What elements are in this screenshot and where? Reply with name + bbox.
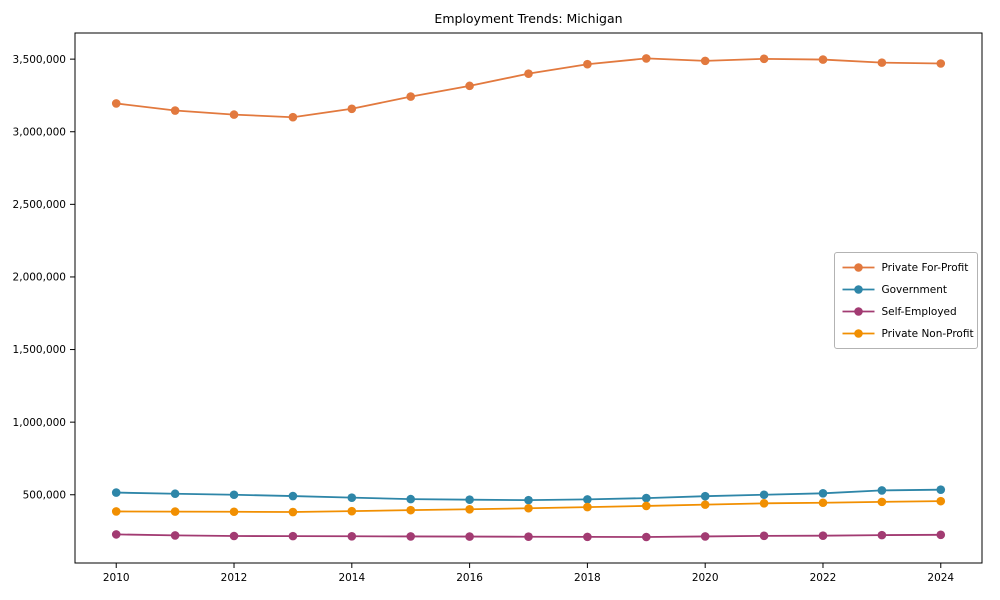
legend-label: Private Non-Profit	[882, 328, 974, 340]
legend-marker-self-employed	[854, 307, 863, 316]
data-point-self-employed-2012	[229, 531, 239, 541]
x-axis-tick-label: 2022	[810, 572, 837, 584]
data-point-self-employed-2019	[641, 532, 651, 542]
legend: Private For-Profit Government Self-Employe…	[834, 252, 978, 349]
legend-item-private-for-profit: Private For-Profit	[842, 262, 969, 274]
data-point-self-employed-2022	[818, 531, 828, 541]
data-point-self-employed-2013	[288, 531, 298, 541]
data-point-government-2017	[524, 495, 533, 505]
x-axis-tick-label: 2020	[692, 572, 719, 584]
data-point-self-employed-2018	[583, 532, 592, 542]
data-point-private-non-profit-2017	[524, 503, 533, 513]
data-point-private-non-profit-2020	[700, 500, 710, 509]
legend-label: Government	[882, 284, 947, 296]
data-point-government-2011	[170, 489, 180, 499]
data-point-private-for-profit-2022	[818, 55, 828, 64]
data-point-government-2023	[877, 486, 887, 495]
data-point-self-employed-2023	[877, 530, 887, 540]
legend-label: Self-Employed	[882, 306, 957, 318]
data-point-self-employed-2015	[406, 532, 416, 541]
data-point-government-2010	[111, 488, 121, 497]
data-point-government-2013	[288, 491, 298, 501]
x-axis-tick-label: 2012	[221, 572, 248, 584]
data-point-private-for-profit-2011	[170, 106, 180, 115]
x-axis-tick-label: 2014	[338, 572, 365, 584]
series-line-private-for-profit	[116, 57, 941, 119]
data-point-private-for-profit-2018	[583, 59, 592, 69]
y-axis-tick-label: 1,500,000	[13, 344, 66, 356]
y-axis-tick-label: 3,000,000	[13, 126, 66, 138]
data-point-government-2021	[759, 490, 769, 500]
data-point-private-for-profit-2024	[936, 59, 946, 68]
data-point-private-non-profit-2018	[583, 502, 592, 512]
data-point-private-for-profit-2014	[347, 104, 357, 114]
data-point-private-non-profit-2023	[877, 497, 887, 507]
legend-box	[834, 252, 978, 349]
data-point-private-non-profit-2016	[465, 504, 474, 514]
legend-item-government: Government	[842, 284, 947, 296]
data-point-private-non-profit-2011	[170, 507, 180, 516]
data-point-government-2024	[936, 485, 946, 494]
legend-marker-government	[854, 285, 863, 294]
data-point-private-for-profit-2016	[465, 81, 474, 91]
y-axis-tick-label: 3,500,000	[13, 54, 66, 66]
data-point-government-2020	[700, 491, 710, 501]
data-point-self-employed-2011	[170, 531, 180, 540]
data-point-private-for-profit-2021	[759, 54, 769, 64]
y-axis-tick-label: 500,000	[23, 489, 66, 501]
legend-label: Private For-Profit	[882, 262, 969, 274]
x-axis-tick-label: 2018	[574, 572, 601, 584]
data-point-government-2016	[465, 495, 474, 504]
data-point-private-for-profit-2017	[524, 69, 533, 78]
data-point-private-non-profit-2014	[347, 506, 357, 516]
data-point-government-2018	[583, 495, 592, 504]
y-axis-tick-label: 2,000,000	[13, 272, 66, 284]
data-point-private-non-profit-2021	[759, 499, 769, 508]
data-point-self-employed-2017	[524, 532, 533, 542]
data-point-government-2015	[406, 494, 416, 504]
data-point-private-for-profit-2013	[288, 112, 298, 122]
chart-title: Employment Trends: Michigan	[434, 11, 622, 26]
legend-marker-private-for-profit	[854, 263, 863, 272]
data-point-private-for-profit-2020	[700, 56, 710, 66]
data-point-private-for-profit-2023	[877, 58, 887, 67]
data-point-private-non-profit-2012	[229, 507, 239, 517]
data-point-self-employed-2021	[759, 531, 769, 541]
data-point-government-2014	[347, 493, 357, 502]
data-point-government-2012	[229, 490, 239, 500]
x-axis-tick-label: 2024	[927, 572, 954, 584]
data-point-private-for-profit-2015	[406, 92, 416, 101]
legend-item-private-non-profit: Private Non-Profit	[842, 328, 974, 340]
legend-item-self-employed: Self-Employed	[842, 306, 957, 318]
data-point-government-2022	[818, 489, 828, 498]
data-point-private-non-profit-2022	[818, 498, 828, 508]
x-axis-tick-label: 2010	[103, 572, 130, 584]
data-point-private-non-profit-2013	[288, 507, 298, 517]
data-point-self-employed-2024	[936, 530, 946, 540]
data-point-private-non-profit-2010	[111, 507, 121, 516]
data-point-private-non-profit-2019	[641, 501, 651, 511]
data-point-self-employed-2016	[465, 532, 474, 541]
data-point-private-for-profit-2019	[641, 54, 651, 63]
data-point-private-non-profit-2024	[936, 496, 946, 506]
data-point-self-employed-2020	[700, 532, 710, 541]
data-point-private-non-profit-2015	[406, 505, 416, 515]
data-point-private-for-profit-2012	[229, 110, 239, 119]
legend-marker-private-non-profit	[854, 329, 863, 338]
x-axis-tick-label: 2016	[456, 572, 483, 584]
data-point-government-2019	[641, 493, 651, 503]
plot-frame	[74, 32, 983, 564]
data-point-self-employed-2010	[111, 530, 121, 539]
y-axis-tick-label: 2,500,000	[13, 199, 66, 211]
y-axis-tick-label: 1,000,000	[13, 417, 66, 429]
data-point-self-employed-2014	[347, 531, 357, 541]
data-point-private-for-profit-2010	[111, 99, 121, 108]
